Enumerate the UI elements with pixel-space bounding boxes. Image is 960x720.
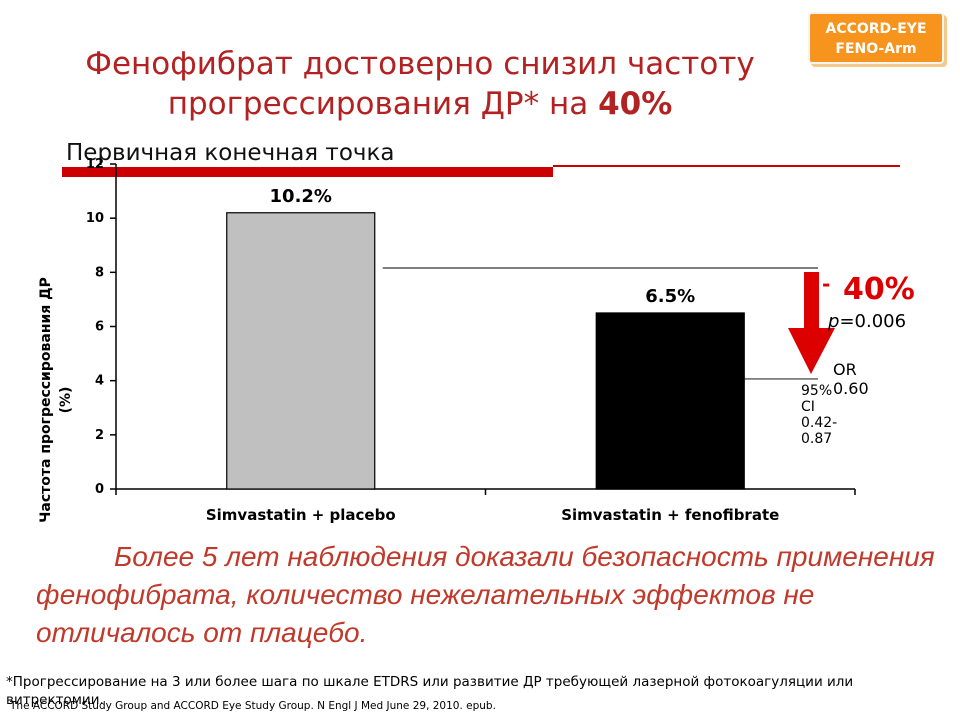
badge-line-1: ACCORD-EYE xyxy=(825,21,927,37)
reference: The ACCORD Study Group and ACCORD Eye St… xyxy=(10,700,496,712)
accent-line xyxy=(553,165,900,167)
y-tick-label: 4 xyxy=(95,374,104,389)
arrow-shaft xyxy=(804,272,819,330)
footnote: *Прогрессирование на 3 или более шага по… xyxy=(6,674,854,708)
accent-bar xyxy=(62,167,553,177)
p-value-number: =0.006 xyxy=(839,311,907,332)
confidence-interval: 95% CI 0.42-0.87 xyxy=(801,383,838,447)
y-tick-label: 0 xyxy=(95,482,104,497)
badge-line-2: FENO-Arm xyxy=(835,41,917,57)
title-line-2: прогрессирования ДР* на 40% xyxy=(40,84,800,124)
safety-note-text: Более 5 лет наблюдения доказали безопасн… xyxy=(36,541,935,648)
data-label: 6.5% xyxy=(645,286,695,307)
y-tick-label: 10 xyxy=(86,211,104,226)
title-line-1: Фенофибрат достоверно снизил частоту xyxy=(85,46,755,82)
y-tick-label: 2 xyxy=(95,428,104,443)
title-line-2-prefix: прогрессирования ДР* на xyxy=(167,86,599,122)
down-arrow-icon xyxy=(788,328,835,374)
y-tick-label: 12 xyxy=(86,157,104,172)
title-emphasis: 40% xyxy=(598,86,673,122)
p-symbol: p xyxy=(828,311,840,332)
bar xyxy=(226,212,376,490)
p-value: p=0.006 xyxy=(828,311,906,332)
reduction-value: 40% xyxy=(843,272,915,307)
bar xyxy=(595,312,745,490)
odds-ratio: OR 0.60 xyxy=(833,360,869,398)
y-axis-title: Частота прогрессирования ДР (%) xyxy=(38,277,74,523)
study-badge: ACCORD-EYE FENO-Arm xyxy=(808,12,944,64)
safety-note: Более 5 лет наблюдения доказали безопасн… xyxy=(36,538,936,652)
chart-subtitle: Первичная конечная точка xyxy=(66,140,395,166)
category-label: Simvastatin + placebo xyxy=(206,506,396,524)
reduction-dash: - xyxy=(822,272,831,296)
slide-title: Фенофибрат достоверно снизил частоту про… xyxy=(40,44,800,124)
category-label: Simvastatin + fenofibrate xyxy=(561,506,779,524)
y-tick-label: 6 xyxy=(95,320,104,335)
y-axis-title-line-1: Частота прогрессирования ДР xyxy=(38,277,54,523)
data-label: 10.2% xyxy=(270,186,332,207)
y-tick-label: 8 xyxy=(95,265,104,280)
y-axis-title-line-2: (%) xyxy=(58,387,74,414)
